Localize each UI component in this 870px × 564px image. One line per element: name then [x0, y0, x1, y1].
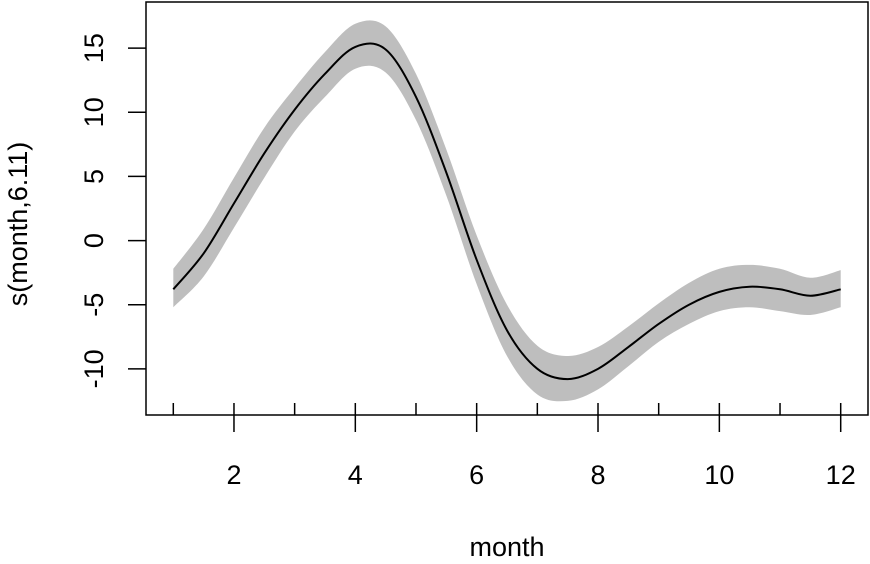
fitted-line-layer: [172, 42, 841, 381]
x-tick-label: 12: [826, 460, 856, 490]
fitted-line: [172, 42, 841, 381]
y-tick-label: -10: [79, 349, 109, 388]
x-axis-label: month: [469, 532, 544, 562]
y-tick-label: -5: [79, 293, 109, 317]
y-tick-label: 15: [79, 33, 109, 63]
x-tick-label: 6: [469, 460, 484, 490]
x-axis: 2 4 6 8 10 12: [172, 403, 856, 490]
x-tick-label: 10: [704, 460, 734, 490]
x-tick-label: 2: [226, 460, 241, 490]
plot-frame: [145, 1, 869, 416]
y-tick-label: 10: [79, 97, 109, 127]
y-axis: -10 -5 0 5 10 15: [79, 33, 146, 388]
x-tick-label: 8: [590, 460, 605, 490]
y-tick-label: 0: [79, 233, 109, 248]
confidence-band: [173, 20, 841, 402]
y-tick-label: 5: [79, 169, 109, 184]
x-tick-label: 4: [348, 460, 363, 490]
confidence-band-layer: [173, 20, 841, 402]
y-axis-label: s(month,6.11): [3, 142, 33, 307]
